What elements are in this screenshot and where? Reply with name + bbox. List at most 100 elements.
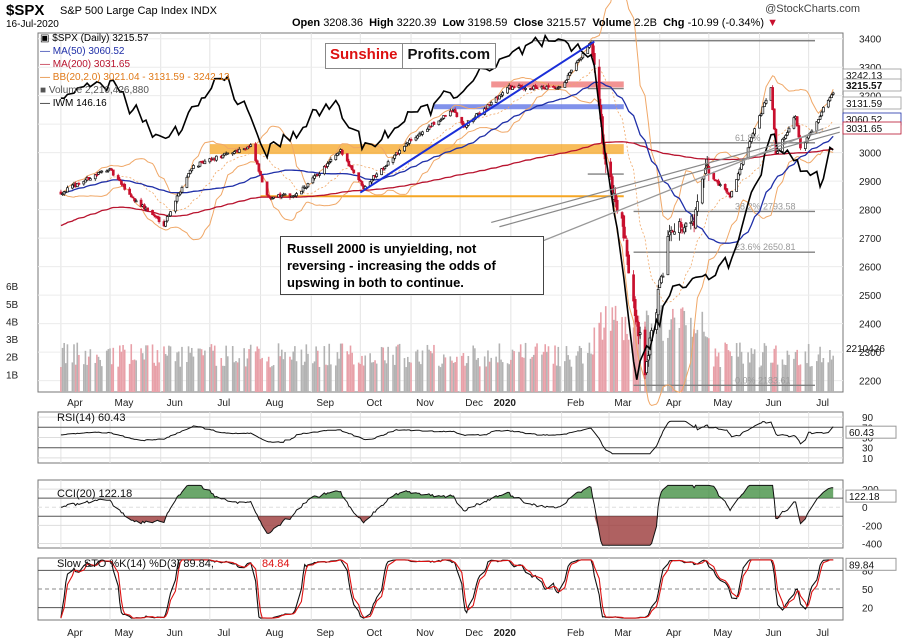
volume-bar — [475, 359, 478, 392]
candle-body — [414, 136, 418, 141]
x-tick-label-bottom: Apr — [67, 628, 83, 639]
volume-bar — [372, 362, 375, 392]
volume-bar — [799, 364, 802, 392]
y-tick-label: 2700 — [859, 234, 882, 245]
candle-body — [283, 193, 287, 196]
volume-bar — [770, 362, 772, 392]
volume-bar — [284, 352, 286, 392]
candle-body — [558, 86, 562, 89]
volume-bar — [155, 365, 157, 392]
candle-body — [627, 254, 631, 274]
candle-body — [620, 212, 624, 219]
volume-bar — [199, 348, 201, 392]
candle-body — [570, 69, 573, 73]
candle-body — [506, 87, 509, 94]
annotation-box: Russell 2000 is unyielding, not reversin… — [280, 236, 544, 295]
candle-body — [666, 236, 670, 276]
volume-bar — [513, 351, 515, 392]
volume-bar — [827, 362, 830, 392]
volume-bar — [807, 344, 810, 392]
price-panel-frame — [37, 32, 844, 393]
candle-body — [134, 200, 138, 203]
x-tick-label-top: Nov — [416, 398, 434, 409]
volume-bar — [259, 359, 262, 392]
candle-body — [444, 115, 447, 117]
volume-bar — [568, 359, 571, 392]
y-tick-label: 3000 — [859, 149, 882, 160]
candle-body — [499, 94, 503, 97]
volume-bar — [174, 361, 177, 392]
candle-body — [77, 183, 81, 185]
volume-bar — [451, 360, 453, 392]
candle-body — [116, 175, 120, 180]
volume-bar — [292, 351, 295, 392]
volume-bar — [181, 346, 183, 392]
volume-bar — [235, 361, 237, 392]
candle-body — [772, 108, 776, 130]
volume-bar — [128, 363, 131, 392]
volume-bar — [416, 349, 419, 392]
volume-bar — [478, 366, 481, 392]
volume-bar — [352, 364, 355, 392]
blue-zone — [433, 104, 624, 110]
volume-bar — [508, 364, 511, 392]
volume-bar — [820, 362, 823, 392]
volume-bar — [565, 346, 568, 392]
x-tick-label-bottom: 2020 — [494, 628, 517, 639]
candle-body — [524, 88, 527, 90]
volume-bar — [204, 350, 206, 392]
candle-body — [638, 332, 642, 335]
volume-bar — [213, 345, 216, 392]
russell-trendline — [491, 126, 840, 224]
candle-body — [818, 116, 822, 120]
candle-body — [751, 133, 755, 139]
candle-body — [552, 85, 555, 88]
volume-bar — [238, 358, 241, 392]
candle-body — [730, 191, 734, 198]
volume-bar — [580, 347, 583, 392]
candle-body — [288, 193, 292, 198]
candle-body — [576, 60, 580, 63]
candle-body — [324, 166, 328, 168]
candle-body — [82, 181, 86, 185]
volume-tick-label: 3B — [6, 335, 19, 346]
volume-bar — [428, 349, 430, 392]
volume-tick-label: 5B — [6, 300, 19, 311]
volume-bar — [637, 315, 640, 392]
candle-body — [340, 149, 344, 155]
cci-positive-fill — [60, 485, 834, 499]
candle-body — [632, 274, 635, 302]
candle-body — [792, 117, 796, 129]
volume-bar — [680, 308, 682, 392]
candle-body — [723, 184, 727, 190]
volume-bar — [384, 360, 386, 392]
candle-body — [826, 99, 830, 108]
candle-body — [409, 139, 413, 141]
volume-bar — [554, 345, 556, 392]
volume-bar — [452, 362, 455, 392]
price-tag-box — [842, 78, 902, 92]
volume-bar — [555, 365, 558, 392]
candle-body — [704, 167, 707, 174]
volume-bar — [364, 355, 367, 392]
candle-body — [249, 144, 253, 147]
volume-bar — [280, 349, 283, 392]
candle-body — [609, 161, 613, 178]
candle-body — [174, 200, 177, 212]
volume-bar — [431, 353, 434, 392]
volume-bar — [76, 342, 79, 392]
volume-bar — [123, 349, 126, 392]
volume-bar — [189, 352, 191, 392]
volume-bar — [289, 356, 291, 392]
volume-bar — [295, 361, 298, 392]
cci-line — [60, 484, 834, 546]
volume-bar — [385, 363, 388, 392]
russell-trendline — [499, 131, 840, 228]
candle-body — [432, 121, 436, 125]
volume-bar — [552, 363, 555, 392]
candle-body — [725, 188, 729, 193]
candle-body — [579, 57, 583, 60]
volume-bar — [598, 322, 601, 392]
candle-body — [624, 235, 627, 239]
candle-body — [386, 161, 390, 166]
